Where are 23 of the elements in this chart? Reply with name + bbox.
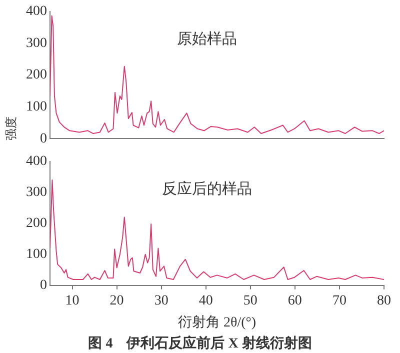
y-tick-label: 400 bbox=[26, 4, 47, 20]
y-tick-label: 200 bbox=[26, 68, 47, 83]
x-tick-label: 30 bbox=[154, 293, 168, 308]
y-tick-label: 0 bbox=[40, 278, 47, 294]
x-tick-label: 60 bbox=[288, 293, 302, 308]
y-tick-label: 100 bbox=[26, 247, 47, 262]
annotation: 反应后的样品 bbox=[162, 180, 252, 198]
y-tick-label: 100 bbox=[26, 99, 47, 114]
x-tick-label: 40 bbox=[198, 293, 213, 308]
x-tick-label: 20 bbox=[110, 293, 124, 308]
caption: 图 4 伊利石反应前后 X 射线衍射图 bbox=[88, 334, 312, 352]
x-tick-label: 70 bbox=[332, 293, 346, 308]
y-tick-label: 0 bbox=[40, 131, 47, 146]
x-tick-label: 10 bbox=[65, 293, 80, 308]
y-tick-label: 300 bbox=[26, 185, 47, 200]
y-tick-label: 400 bbox=[26, 154, 47, 170]
y-tick-label: 200 bbox=[26, 216, 47, 232]
y-axis-title: 强度 bbox=[4, 116, 18, 141]
x-axis-title: 衍射角 2θ/(°) bbox=[178, 314, 256, 330]
x-tick-label: 80 bbox=[377, 293, 391, 308]
y-tick-label: 300 bbox=[26, 36, 47, 51]
annotation: 原始样品 bbox=[176, 30, 237, 48]
x-tick-label: 50 bbox=[243, 293, 258, 308]
